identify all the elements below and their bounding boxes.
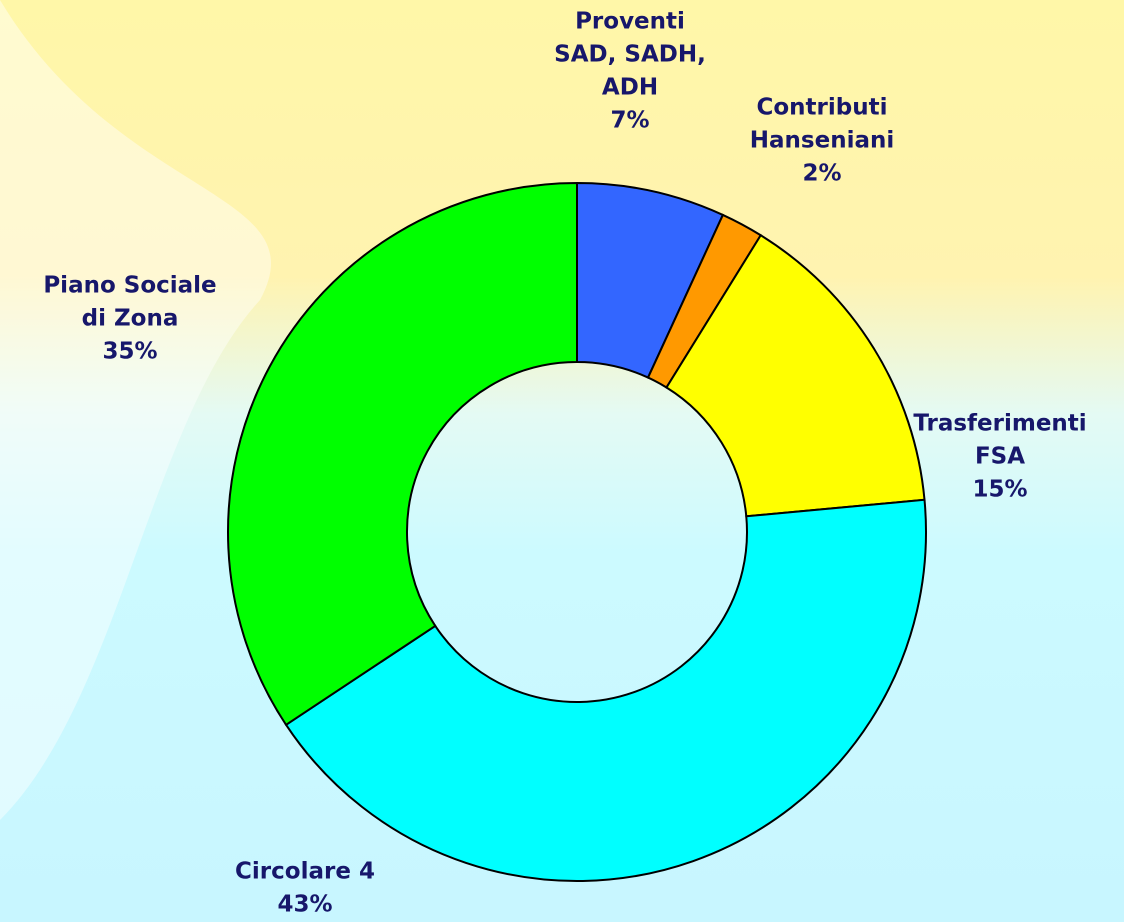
slice-label: Circolare 4 43%	[235, 859, 375, 918]
category-label: SAD, SADH,	[554, 42, 706, 68]
value-label: 2%	[802, 161, 841, 187]
value-label: 35%	[102, 339, 157, 365]
background-shape	[0, 0, 271, 820]
slice-label: Contributi Hanseniani 2%	[750, 95, 894, 187]
category-label: FSA	[975, 444, 1025, 470]
slice-label: Trasferimenti FSA 15%	[913, 411, 1086, 503]
category-label: Hanseniani	[750, 128, 894, 154]
category-label: Circolare 4	[235, 859, 375, 885]
category-label: Proventi	[575, 9, 685, 35]
category-label: ADH	[602, 75, 658, 101]
category-label: di Zona	[82, 306, 179, 332]
slice-label: Proventi SAD, SADH, ADH 7%	[554, 9, 706, 134]
donut-slice	[228, 183, 577, 725]
category-label: Contributi	[757, 95, 888, 121]
value-label: 43%	[277, 892, 332, 918]
category-label: Trasferimenti	[913, 411, 1086, 437]
chart: Proventi SAD, SADH, ADH 7% Contributi Hanseni…	[0, 0, 1124, 922]
value-label: 15%	[972, 477, 1027, 503]
category-label: Piano Sociale	[43, 273, 216, 299]
value-label: 7%	[610, 108, 649, 134]
